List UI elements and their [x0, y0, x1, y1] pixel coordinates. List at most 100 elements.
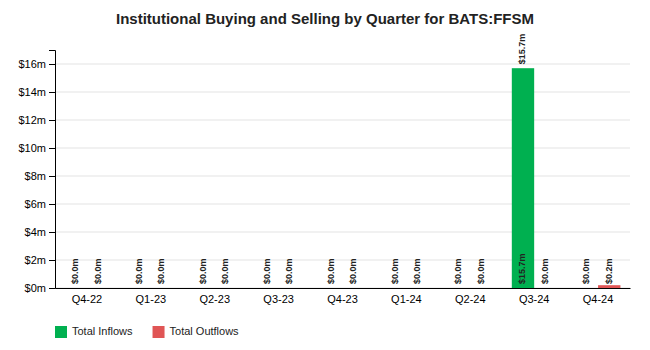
y-tick-label: $16m: [18, 58, 46, 70]
bar: [384, 288, 406, 289]
data-label: $0.0m: [93, 258, 103, 284]
legend-item: Total Inflows: [55, 325, 133, 338]
grid-line: [55, 120, 630, 121]
grid-line: [55, 204, 630, 205]
x-tick: Q4-22: [72, 288, 103, 305]
y-tick-label: $2m: [25, 254, 46, 266]
data-label: $0.0m: [390, 258, 400, 284]
y-tick-label: $4m: [25, 226, 46, 238]
x-tick: Q1-24: [391, 288, 422, 305]
data-label: $0.0m: [70, 258, 80, 284]
x-tick-label: Q3-24: [519, 293, 550, 305]
y-tick-mark: [49, 148, 55, 149]
grid: [55, 64, 630, 288]
grid-line: [55, 64, 630, 65]
bar: [65, 288, 87, 289]
y-tick: $10m: [18, 142, 55, 154]
bar: [448, 288, 470, 289]
data-label: $0.0m: [262, 258, 272, 284]
grid-line: [55, 176, 630, 177]
data-label: $0.0m: [220, 258, 230, 284]
legend-swatch: [153, 326, 165, 338]
grid-line: [55, 232, 630, 233]
x-tick: Q2-23: [199, 288, 230, 305]
legend-label: Total Outflows: [170, 325, 240, 337]
bars: [512, 68, 621, 288]
x-tick-label: Q2-23: [199, 293, 230, 305]
y-tick-label: $12m: [18, 114, 46, 126]
bar: [256, 288, 278, 289]
y-tick: $0m: [25, 282, 55, 294]
x-tick-label: Q1-23: [136, 293, 167, 305]
x-tick: Q3-24: [519, 288, 550, 305]
x-tick: Q2-24: [455, 288, 486, 305]
x-tick-label: Q2-24: [455, 293, 486, 305]
grid-line: [55, 148, 630, 149]
data-label: $0.0m: [540, 258, 550, 284]
y-tick: $4m: [25, 226, 55, 238]
data-label: $0.0m: [326, 258, 336, 284]
y-tick-mark: [49, 288, 55, 289]
x-tick: Q1-23: [136, 288, 167, 305]
legend-label: Total Inflows: [72, 325, 133, 337]
y-tick-mark: [49, 120, 55, 121]
y-tick-mark: [49, 92, 55, 93]
legend-item: Total Outflows: [153, 325, 240, 338]
x-tick: Q4-23: [327, 288, 358, 305]
bar: [598, 285, 620, 288]
bar: [87, 288, 109, 289]
data-label: $0.0m: [156, 258, 166, 284]
x-tick-label: Q1-24: [391, 293, 422, 305]
bar: [534, 288, 556, 289]
x-tick-label: Q4-24: [583, 293, 614, 305]
y-tick-label: $8m: [25, 170, 46, 182]
bar: [128, 288, 150, 289]
y-tick: $14m: [18, 86, 55, 98]
data-label: $0.0m: [198, 258, 208, 284]
data-label: $0.0m: [453, 258, 463, 284]
data-label: $15.7m: [517, 253, 527, 284]
bar: [576, 288, 598, 289]
y-tick: $2m: [25, 254, 55, 266]
legend: Total Inflows Total Outflows: [55, 325, 239, 338]
y-tick-mark: [49, 204, 55, 205]
y-tick-label: $0m: [25, 282, 46, 294]
x-axis: Q4-22 Q1-23 Q2-23 Q3-23 Q4-23 Q1-24 Q2-24 Q3-24…: [56, 288, 631, 305]
bar: [343, 288, 365, 289]
data-labels: $0.0m $0.0m $0.0m $0.0m $0.0m $0.0m $0.0m $15.7…: [70, 34, 613, 284]
data-label: $0.0m: [581, 258, 591, 284]
x-tick-label: Q4-23: [327, 293, 358, 305]
x-tick: Q3-23: [263, 288, 294, 305]
y-axis: $0m $2m $4m $6m $8m $10m $12m $14m $16m: [18, 51, 55, 295]
y-tick-mark: [49, 64, 55, 65]
y-tick-label: $14m: [18, 86, 46, 98]
bar: [470, 288, 492, 289]
y-tick: $12m: [18, 114, 55, 126]
x-tick-label: Q4-22: [72, 293, 103, 305]
bar: [512, 68, 534, 288]
y-tick-mark: [49, 176, 55, 177]
y-tick: $6m: [25, 198, 55, 210]
title: Institutional Buying and Selling by Quar…: [116, 10, 534, 27]
bar: [320, 288, 342, 289]
y-tick-mark: [49, 260, 55, 261]
x-tick: Q4-24: [583, 288, 614, 305]
y-tick-label: $10m: [18, 142, 46, 154]
grid-line: [55, 288, 630, 289]
data-label: $0.0m: [134, 258, 144, 284]
x-tick-label: Q3-23: [263, 293, 294, 305]
grid-line: [55, 92, 630, 93]
y-tick-mark: [49, 232, 55, 233]
legend-swatch: [55, 326, 67, 338]
chart: Institutional Buying and Selling by Quar…: [0, 0, 650, 350]
bar: [406, 288, 428, 289]
y-tick: $8m: [25, 170, 55, 182]
y-axis-line: [49, 51, 56, 289]
y-tick-label: $6m: [25, 198, 46, 210]
data-label: $15.7m: [517, 34, 527, 65]
bar: [215, 288, 237, 289]
data-label: $0.0m: [348, 258, 358, 284]
data-label: $0.0m: [476, 258, 486, 284]
data-label: $0.0m: [412, 258, 422, 284]
bar: [279, 288, 301, 289]
